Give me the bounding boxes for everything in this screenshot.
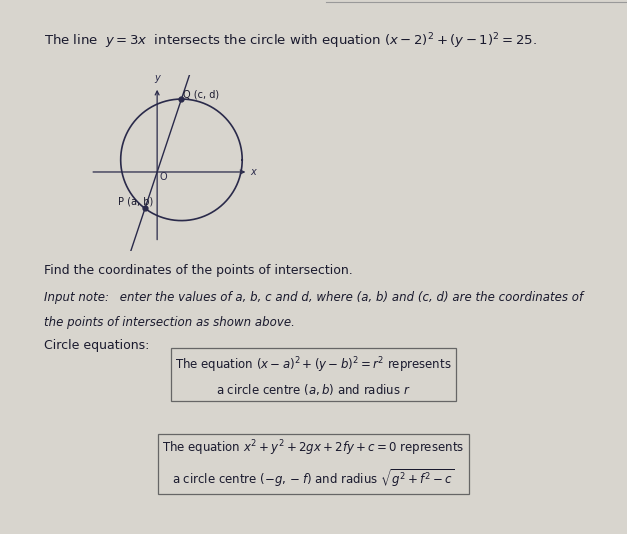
Text: Circle equations:: Circle equations: [44, 339, 149, 352]
Text: P (a, b): P (a, b) [119, 197, 154, 207]
Text: Find the coordinates of the points of intersection.: Find the coordinates of the points of in… [44, 264, 352, 277]
Text: Input note:: Input note: [44, 291, 109, 304]
Text: The equation $x^2+y^2+2gx+2fy+c=0$ represents
a circle centre $(-g,-f)$ and radi: The equation $x^2+y^2+2gx+2fy+c=0$ repre… [162, 438, 465, 490]
Text: Q (c, d): Q (c, d) [183, 90, 219, 100]
Text: The line  $y=3x$  intersects the circle with equation $(x-2)^2+(y-1)^2=25.$: The line $y=3x$ intersects the circle wi… [44, 32, 537, 51]
Text: y: y [154, 73, 160, 83]
Text: the points of intersection as shown above.: the points of intersection as shown abov… [44, 316, 295, 329]
Text: enter the values of a, b, c and d, where (a, b) and (c, d) are the coordinates o: enter the values of a, b, c and d, where… [116, 291, 583, 304]
Text: x: x [251, 167, 256, 177]
Text: O: O [159, 172, 167, 183]
Text: The equation $(x-a)^2+(y-b)^2=r^2$ represents
a circle centre $(a,b)$ and radius: The equation $(x-a)^2+(y-b)^2=r^2$ repre… [175, 355, 452, 397]
